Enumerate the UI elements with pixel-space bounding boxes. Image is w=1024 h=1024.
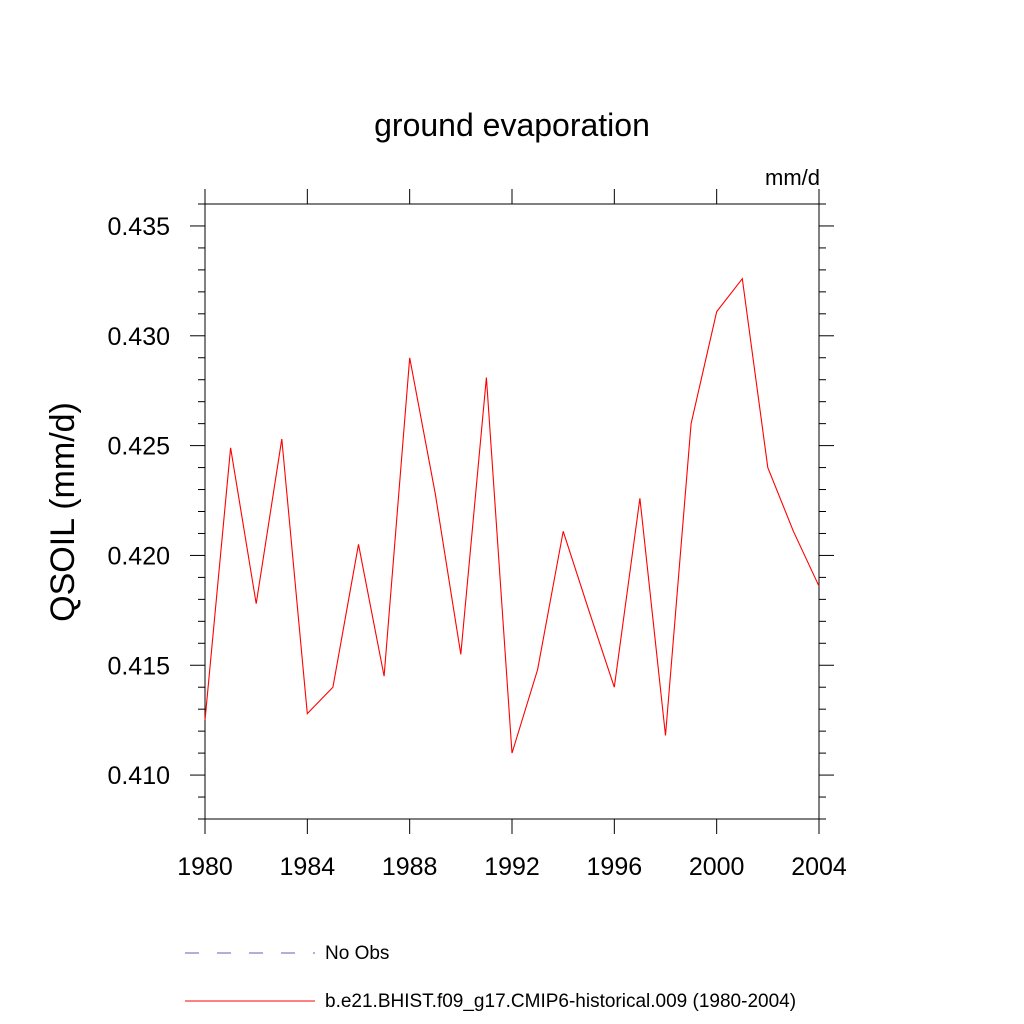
legend: No Obs b.e21.BHIST.f09_g17.CMIP6-histori…: [185, 943, 796, 1012]
plot-frame: [204, 203, 820, 820]
y-tick-label: 0.415: [107, 652, 170, 680]
chart-title: ground evaporation: [374, 107, 650, 143]
y-tick-label: 0.430: [107, 323, 170, 351]
x-tick-label: 1988: [382, 853, 438, 881]
series-line: [204, 277, 820, 754]
y-axis-label: QSOIL (mm/d): [44, 402, 82, 622]
x-tick-label: 1984: [280, 853, 336, 881]
x-axis: 1980 1984 1988 1992 1996 2000 2004: [177, 189, 847, 881]
units-label: mm/d: [765, 165, 820, 190]
x-tick-label: 1980: [177, 853, 233, 881]
y-tick-label: 0.425: [107, 433, 170, 461]
x-tick-label: 2000: [689, 853, 745, 881]
legend-label-model: b.e21.BHIST.f09_g17.CMIP6-historical.009…: [325, 991, 796, 1012]
y-axis: 0.410 0.415 0.420 0.425 0.430 0.435: [107, 203, 834, 820]
legend-label-no-obs: No Obs: [325, 943, 389, 964]
series-layer: [204, 277, 820, 754]
y-tick-label: 0.420: [107, 542, 170, 570]
y-tick-label: 0.435: [107, 213, 170, 241]
x-tick-label: 1996: [587, 853, 643, 881]
x-tick-label: 2004: [791, 853, 847, 881]
y-tick-label: 0.410: [107, 762, 170, 790]
x-tick-label: 1992: [484, 853, 540, 881]
